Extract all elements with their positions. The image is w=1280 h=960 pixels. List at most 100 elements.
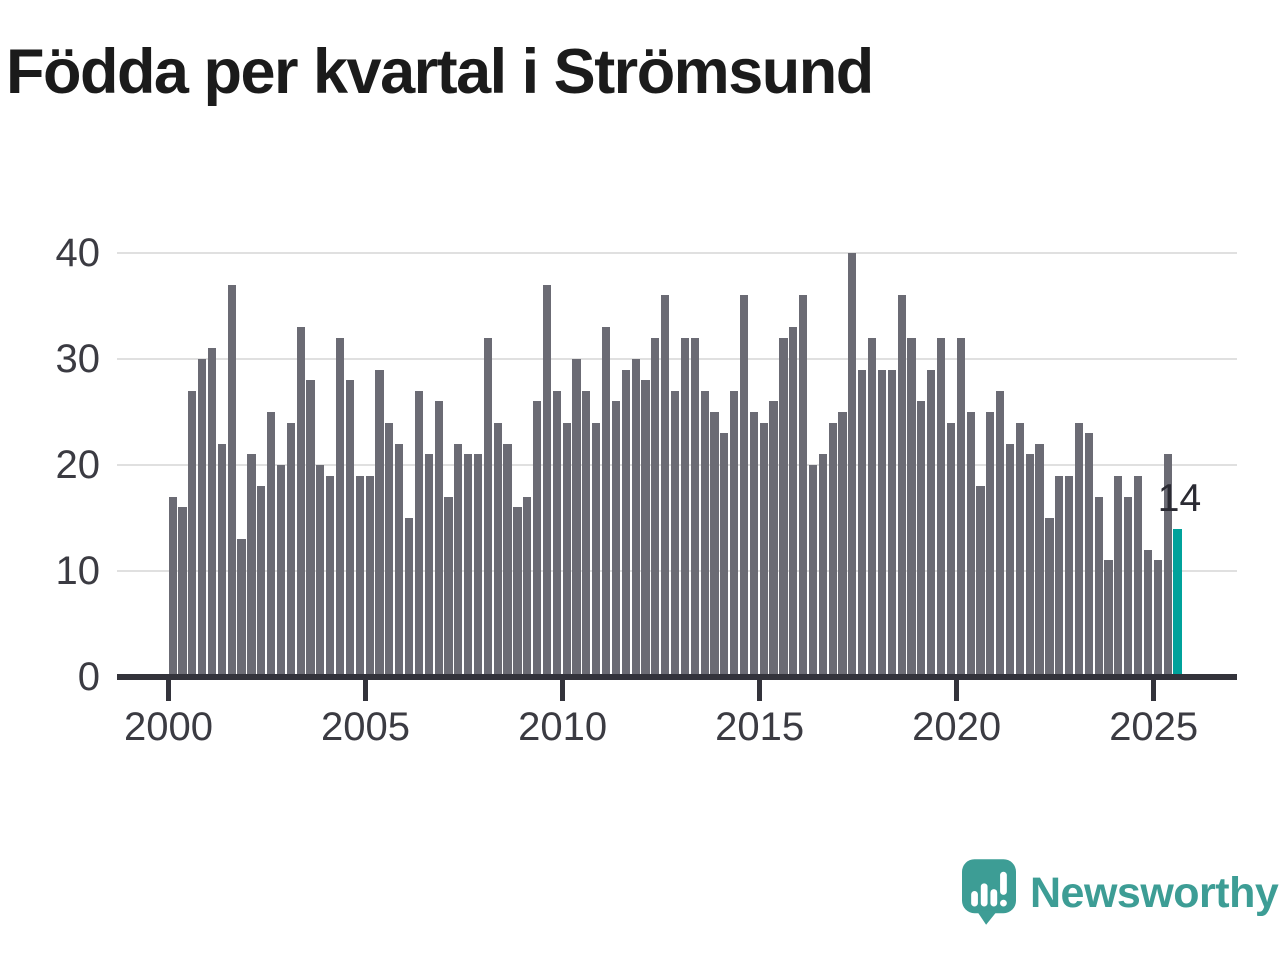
bar	[818, 454, 827, 677]
bar	[700, 390, 709, 677]
bar	[395, 443, 404, 677]
bar	[198, 359, 207, 677]
bar	[227, 284, 236, 677]
bar	[188, 390, 197, 677]
branding-name: Newsworthy	[1030, 869, 1279, 917]
x-axis-tick	[166, 679, 171, 701]
bar	[838, 412, 847, 677]
bar	[345, 380, 355, 677]
bar	[769, 401, 778, 677]
bar	[1055, 475, 1064, 677]
bar	[828, 422, 837, 677]
bar	[444, 496, 453, 677]
bar	[867, 337, 877, 677]
bar	[887, 369, 896, 677]
bar	[1143, 549, 1153, 677]
y-axis-tick-label: 0	[77, 655, 100, 699]
latest-value-label: 14	[1157, 476, 1202, 520]
bar	[1015, 422, 1024, 677]
bar	[533, 401, 542, 677]
bar	[217, 443, 226, 677]
bar	[848, 253, 857, 677]
bar	[670, 390, 680, 677]
bar	[276, 465, 286, 677]
bar	[483, 337, 492, 677]
bar	[611, 401, 621, 677]
bar	[523, 496, 532, 677]
bar	[730, 390, 739, 677]
bar	[168, 496, 177, 677]
bar	[956, 337, 965, 677]
bar	[473, 454, 483, 677]
bar	[1124, 496, 1133, 677]
x-axis-tick-label: 2010	[518, 705, 608, 749]
bar	[641, 380, 650, 677]
newsworthy-logo-icon	[962, 859, 1016, 925]
bar	[454, 443, 463, 677]
bar	[542, 284, 552, 677]
bar	[799, 295, 808, 677]
bar	[1074, 422, 1084, 677]
x-axis-tick	[954, 679, 960, 701]
bar	[414, 390, 423, 677]
gridline-40	[117, 252, 1237, 254]
bar	[877, 369, 887, 677]
bar	[1104, 560, 1113, 677]
bar	[651, 337, 660, 677]
bar	[789, 327, 798, 677]
x-axis-tick-label: 2020	[912, 705, 1002, 749]
chart-title: Födda per kvartal i Strömsund	[6, 37, 874, 107]
bar	[552, 390, 561, 677]
y-axis-tick-label: 10	[55, 549, 101, 593]
bar	[1005, 443, 1015, 677]
bar	[907, 337, 916, 677]
bar	[779, 337, 788, 677]
bar	[720, 433, 729, 677]
bar	[976, 486, 985, 677]
y-axis-tick-label: 20	[55, 443, 101, 487]
bar-highlight-latest	[1173, 528, 1182, 677]
x-axis-tick-label: 2005	[321, 705, 411, 749]
y-axis-tick-label: 30	[55, 337, 101, 381]
bar	[858, 369, 867, 677]
bar	[365, 475, 374, 677]
bar	[808, 465, 818, 677]
bar	[661, 295, 670, 677]
bar	[267, 412, 276, 677]
x-axis-tick	[560, 679, 566, 701]
x-axis-tick	[363, 679, 369, 701]
bar	[237, 539, 246, 677]
bar	[424, 454, 433, 677]
bar	[1065, 475, 1074, 677]
bar	[739, 295, 749, 677]
bar	[1163, 454, 1172, 677]
bar	[257, 486, 266, 677]
bar	[207, 348, 217, 677]
bar	[375, 369, 384, 677]
bar	[1094, 496, 1103, 677]
bar	[917, 401, 926, 677]
bar	[178, 507, 187, 677]
gridline-30	[117, 358, 1237, 360]
bar	[326, 475, 335, 677]
bar	[513, 507, 522, 677]
bar	[404, 518, 414, 677]
bar	[493, 422, 502, 677]
bar	[286, 422, 295, 677]
bar	[690, 337, 699, 677]
bar	[631, 359, 640, 677]
bar	[296, 327, 305, 677]
x-axis-tick-label: 2000	[124, 705, 213, 749]
x-axis-tick-label: 2025	[1109, 705, 1199, 749]
bar	[355, 475, 364, 677]
bar	[749, 412, 758, 677]
bar	[621, 369, 630, 677]
x-axis-tick	[1151, 679, 1157, 701]
bar	[464, 454, 473, 677]
bar	[503, 443, 512, 677]
x-axis-tick	[757, 679, 763, 701]
bar	[759, 422, 768, 677]
bar	[1045, 518, 1054, 677]
x-axis-tick-label: 2015	[715, 705, 805, 749]
